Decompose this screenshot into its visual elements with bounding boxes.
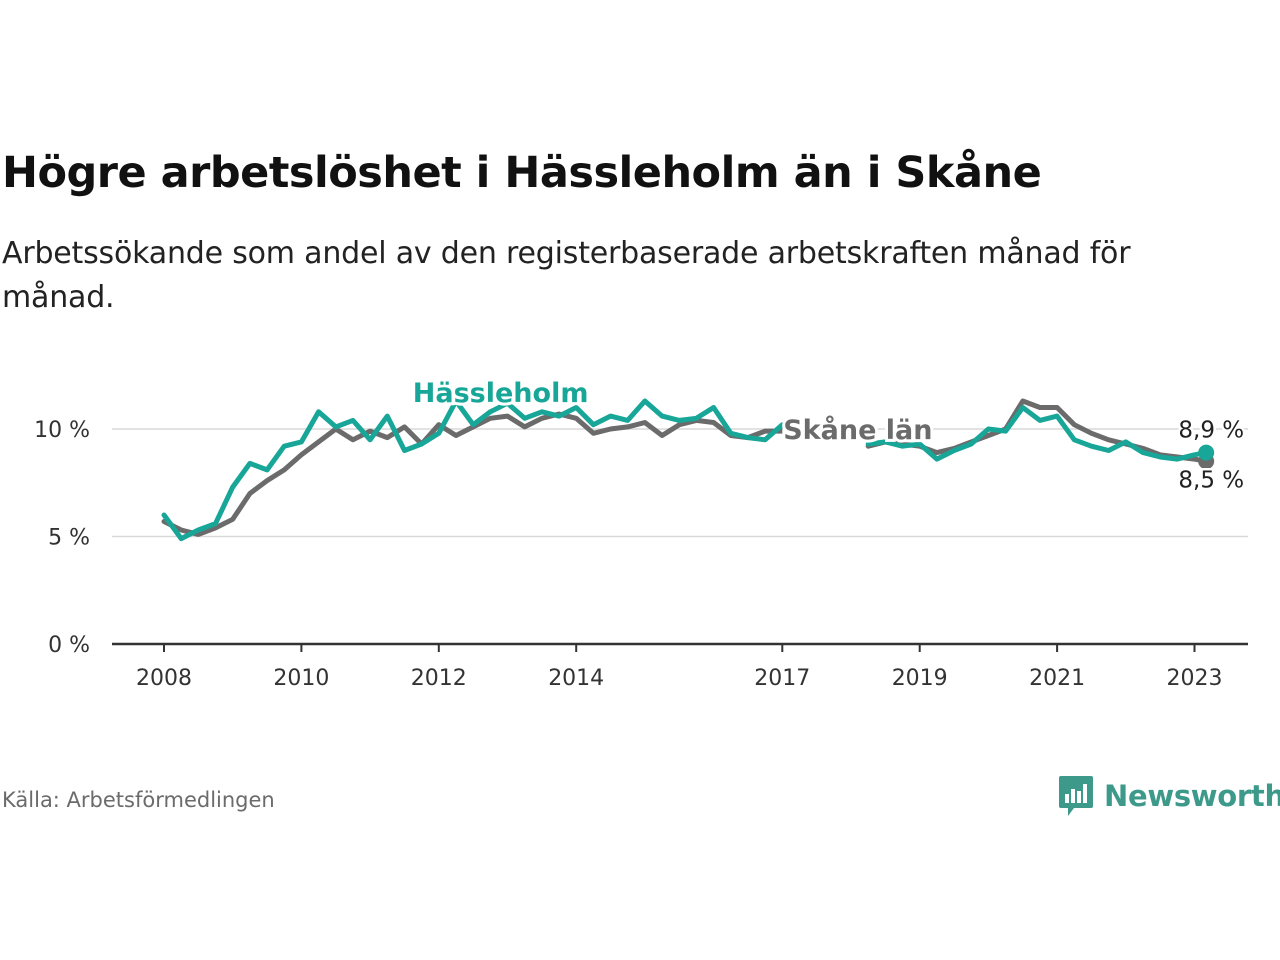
series-label-skane: Skåne län: [783, 414, 932, 446]
source-note: Källa: Arbetsförmedlingen: [2, 788, 275, 812]
series-labels: Hässleholm Skåne län 8,9 % 8,5 %: [410, 375, 1247, 496]
series-line-hassleholm: [865, 405, 1209, 462]
chart-title: Högre arbetslöshet i Hässleholm än i Skå…: [2, 148, 1042, 198]
line-chart: 0 %5 %10 % 2008 2010 2012 2014 2017 2019 2021 2…: [34, 375, 1248, 691]
brand-name: Newsworthy: [1104, 779, 1280, 813]
x-tick-label: 2012: [411, 666, 467, 691]
y-tick-label: 10 %: [34, 418, 90, 443]
x-tick-label: 2023: [1167, 666, 1223, 691]
end-label-hassleholm: 8,9 %: [1178, 418, 1244, 444]
y-tick-label: 0 %: [48, 633, 90, 658]
x-tick-label: 2021: [1029, 666, 1085, 691]
y-tick-label: 5 %: [48, 526, 90, 551]
newsworthy-logo-icon: [1059, 776, 1093, 816]
y-axis-ticks: 0 % 5 % 10 %: [34, 418, 90, 658]
x-tick-label: 2017: [754, 666, 810, 691]
series-line-hassleholm: [161, 398, 785, 542]
brand-logo[interactable]: Newsworthy: [1058, 772, 1280, 820]
end-label-skane: 8,5 %: [1178, 467, 1244, 493]
series-lines: [161, 398, 1215, 542]
x-tick-label: 2010: [273, 666, 329, 691]
x-tick-label: 2008: [136, 666, 192, 691]
chart-subtitle: Arbetssökande som andel av den registerb…: [2, 236, 1131, 315]
series-line-skane: [161, 411, 785, 537]
end-point-hassleholm: [1198, 444, 1215, 461]
x-tick-label: 2014: [548, 666, 604, 691]
series-label-hassleholm: Hässleholm: [413, 378, 589, 409]
x-tick-label: 2019: [892, 666, 948, 691]
gridlines: [112, 428, 1248, 646]
x-axis-ticks: 2008 2010 2012 2014 2017 2019 2021 2023: [136, 644, 1223, 691]
